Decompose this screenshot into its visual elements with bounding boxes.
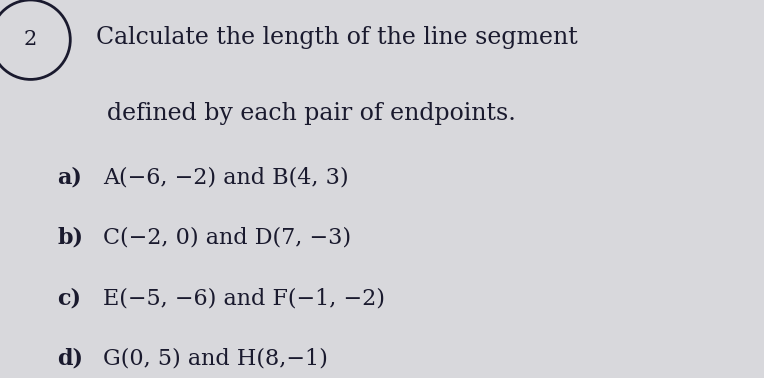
Text: Calculate the length of the line segment: Calculate the length of the line segment (96, 26, 578, 50)
Text: 2: 2 (24, 30, 37, 49)
Text: d): d) (57, 348, 83, 370)
Text: a): a) (57, 166, 83, 188)
Text: C(−2, 0) and D(7, −3): C(−2, 0) and D(7, −3) (103, 227, 351, 249)
Text: defined by each pair of endpoints.: defined by each pair of endpoints. (107, 102, 516, 125)
Text: E(−5, −6) and F(−1, −2): E(−5, −6) and F(−1, −2) (103, 287, 385, 309)
Text: A(−6, −2) and B(4, 3): A(−6, −2) and B(4, 3) (103, 166, 348, 188)
Text: c): c) (57, 287, 81, 309)
Text: G(0, 5) and H(8,−1): G(0, 5) and H(8,−1) (103, 348, 328, 370)
Text: b): b) (57, 227, 83, 249)
